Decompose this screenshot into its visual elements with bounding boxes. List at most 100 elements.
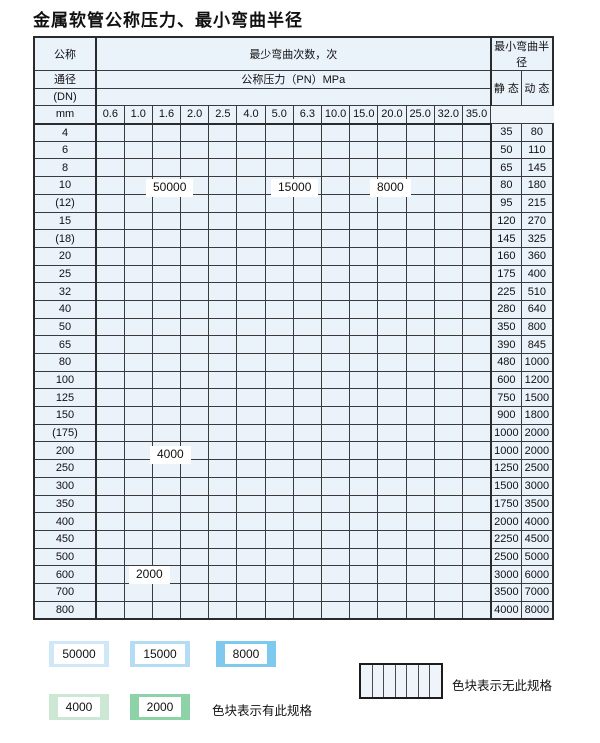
spec-cell	[208, 565, 238, 584]
header-pressure-9: 15.0	[349, 105, 379, 125]
spec-cell	[433, 494, 463, 514]
legend-swatch-8000: 8000	[216, 641, 276, 667]
row-static-radius: 2500	[489, 547, 523, 567]
spec-cell	[433, 299, 463, 319]
spec-cell	[461, 176, 492, 195]
spec-cell	[461, 140, 492, 160]
spec-cell	[377, 264, 407, 284]
header-radius-static: 静 态	[489, 69, 523, 107]
spec-cell	[180, 476, 210, 496]
header-row-2: 通径 公称压力（PN）MPa 静 态 动 态	[33, 69, 554, 107]
table-row: 300 1500 3000	[33, 476, 554, 496]
spec-cell	[208, 423, 238, 443]
spec-cell	[208, 211, 238, 231]
spec-cell	[461, 512, 492, 531]
spec-cell	[405, 547, 435, 567]
spec-cell	[180, 317, 210, 337]
spec-cell	[433, 600, 463, 620]
spec-cell	[292, 459, 323, 478]
spec-cell	[292, 140, 323, 160]
spec-cell	[151, 529, 182, 549]
spec-cell	[180, 246, 210, 266]
spec-cell	[292, 264, 323, 284]
row-dynamic-radius: 2500	[521, 459, 554, 478]
spec-cell	[349, 423, 379, 443]
spec-cell	[151, 600, 182, 620]
spec-cell	[461, 406, 492, 425]
spec-cell	[264, 123, 294, 142]
spec-cell	[461, 299, 492, 319]
row-dynamic-radius: 8000	[521, 600, 554, 620]
spec-cell	[208, 335, 238, 354]
spec-cell	[320, 547, 351, 567]
page-title: 金属软管公称压力、最小弯曲半径	[33, 11, 303, 31]
legend-has-spec-text: 色块表示有此规格	[212, 703, 313, 718]
spec-cell	[236, 211, 266, 231]
spec-cell	[264, 476, 294, 496]
spec-cell	[180, 264, 210, 284]
row-dynamic-radius: 145	[521, 158, 554, 178]
spec-cell	[405, 600, 435, 620]
spec-cell	[377, 547, 407, 567]
spec-cell	[377, 476, 407, 496]
row-dynamic-radius: 1000	[521, 353, 554, 372]
spec-cell	[433, 176, 463, 195]
legend-empty-cell	[419, 665, 431, 697]
spec-cell	[264, 441, 294, 461]
spec-cell	[236, 423, 266, 443]
row-dn-value: 600	[33, 565, 97, 584]
row-dynamic-radius: 270	[521, 211, 554, 231]
spec-cell	[94, 565, 125, 584]
spec-cell	[461, 211, 492, 231]
spec-cell	[208, 600, 238, 620]
row-static-radius: 280	[489, 299, 523, 319]
spec-cell	[320, 317, 351, 337]
table-row: (175) 1000 2000	[33, 423, 554, 443]
spec-cell	[405, 229, 435, 248]
table-row: 400 2000 4000	[33, 512, 554, 531]
spec-cell	[180, 388, 210, 408]
header-pressure: 公称压力（PN）MPa	[95, 70, 492, 89]
row-static-radius: 900	[489, 406, 523, 425]
spec-cell	[349, 193, 379, 213]
spec-cell	[320, 140, 351, 160]
spec-cell	[405, 441, 435, 461]
spec-cell	[123, 441, 153, 461]
spec-cell	[461, 193, 492, 213]
spec-cell	[377, 565, 407, 584]
spec-cell	[349, 353, 379, 372]
spec-cell	[264, 582, 294, 602]
legend-empty-swatch	[359, 663, 443, 699]
table-row: 600 3000 6000	[33, 565, 554, 584]
spec-cell	[433, 158, 463, 178]
spec-cell	[264, 370, 294, 390]
spec-cell	[94, 335, 125, 354]
spec-cell	[180, 600, 210, 620]
row-dn-value: (18)	[33, 229, 97, 248]
row-dynamic-radius: 215	[521, 193, 554, 213]
spec-cell	[405, 282, 435, 301]
spec-cell	[433, 264, 463, 284]
spec-cell	[292, 317, 323, 337]
spec-cell	[123, 299, 153, 319]
spec-cell	[180, 512, 210, 531]
spec-cell	[123, 264, 153, 284]
spec-cell	[405, 565, 435, 584]
spec-cell	[123, 353, 153, 372]
spec-cell	[433, 335, 463, 354]
spec-cell	[320, 423, 351, 443]
spec-cell	[433, 140, 463, 160]
spec-cell	[377, 229, 407, 248]
spec-cell	[151, 211, 182, 231]
spec-cell	[151, 512, 182, 531]
spec-cell	[320, 388, 351, 408]
header-pressure-10: 20.0	[377, 105, 407, 125]
legend-label-2000: 2000	[138, 697, 182, 717]
spec-cell	[236, 600, 266, 620]
spec-cell	[264, 529, 294, 549]
spec-cell	[405, 512, 435, 531]
spec-cell	[292, 246, 323, 266]
row-dn-value: 40	[33, 299, 97, 319]
header-radius-dynamic: 动 态	[521, 69, 554, 107]
spec-cell	[123, 229, 153, 248]
